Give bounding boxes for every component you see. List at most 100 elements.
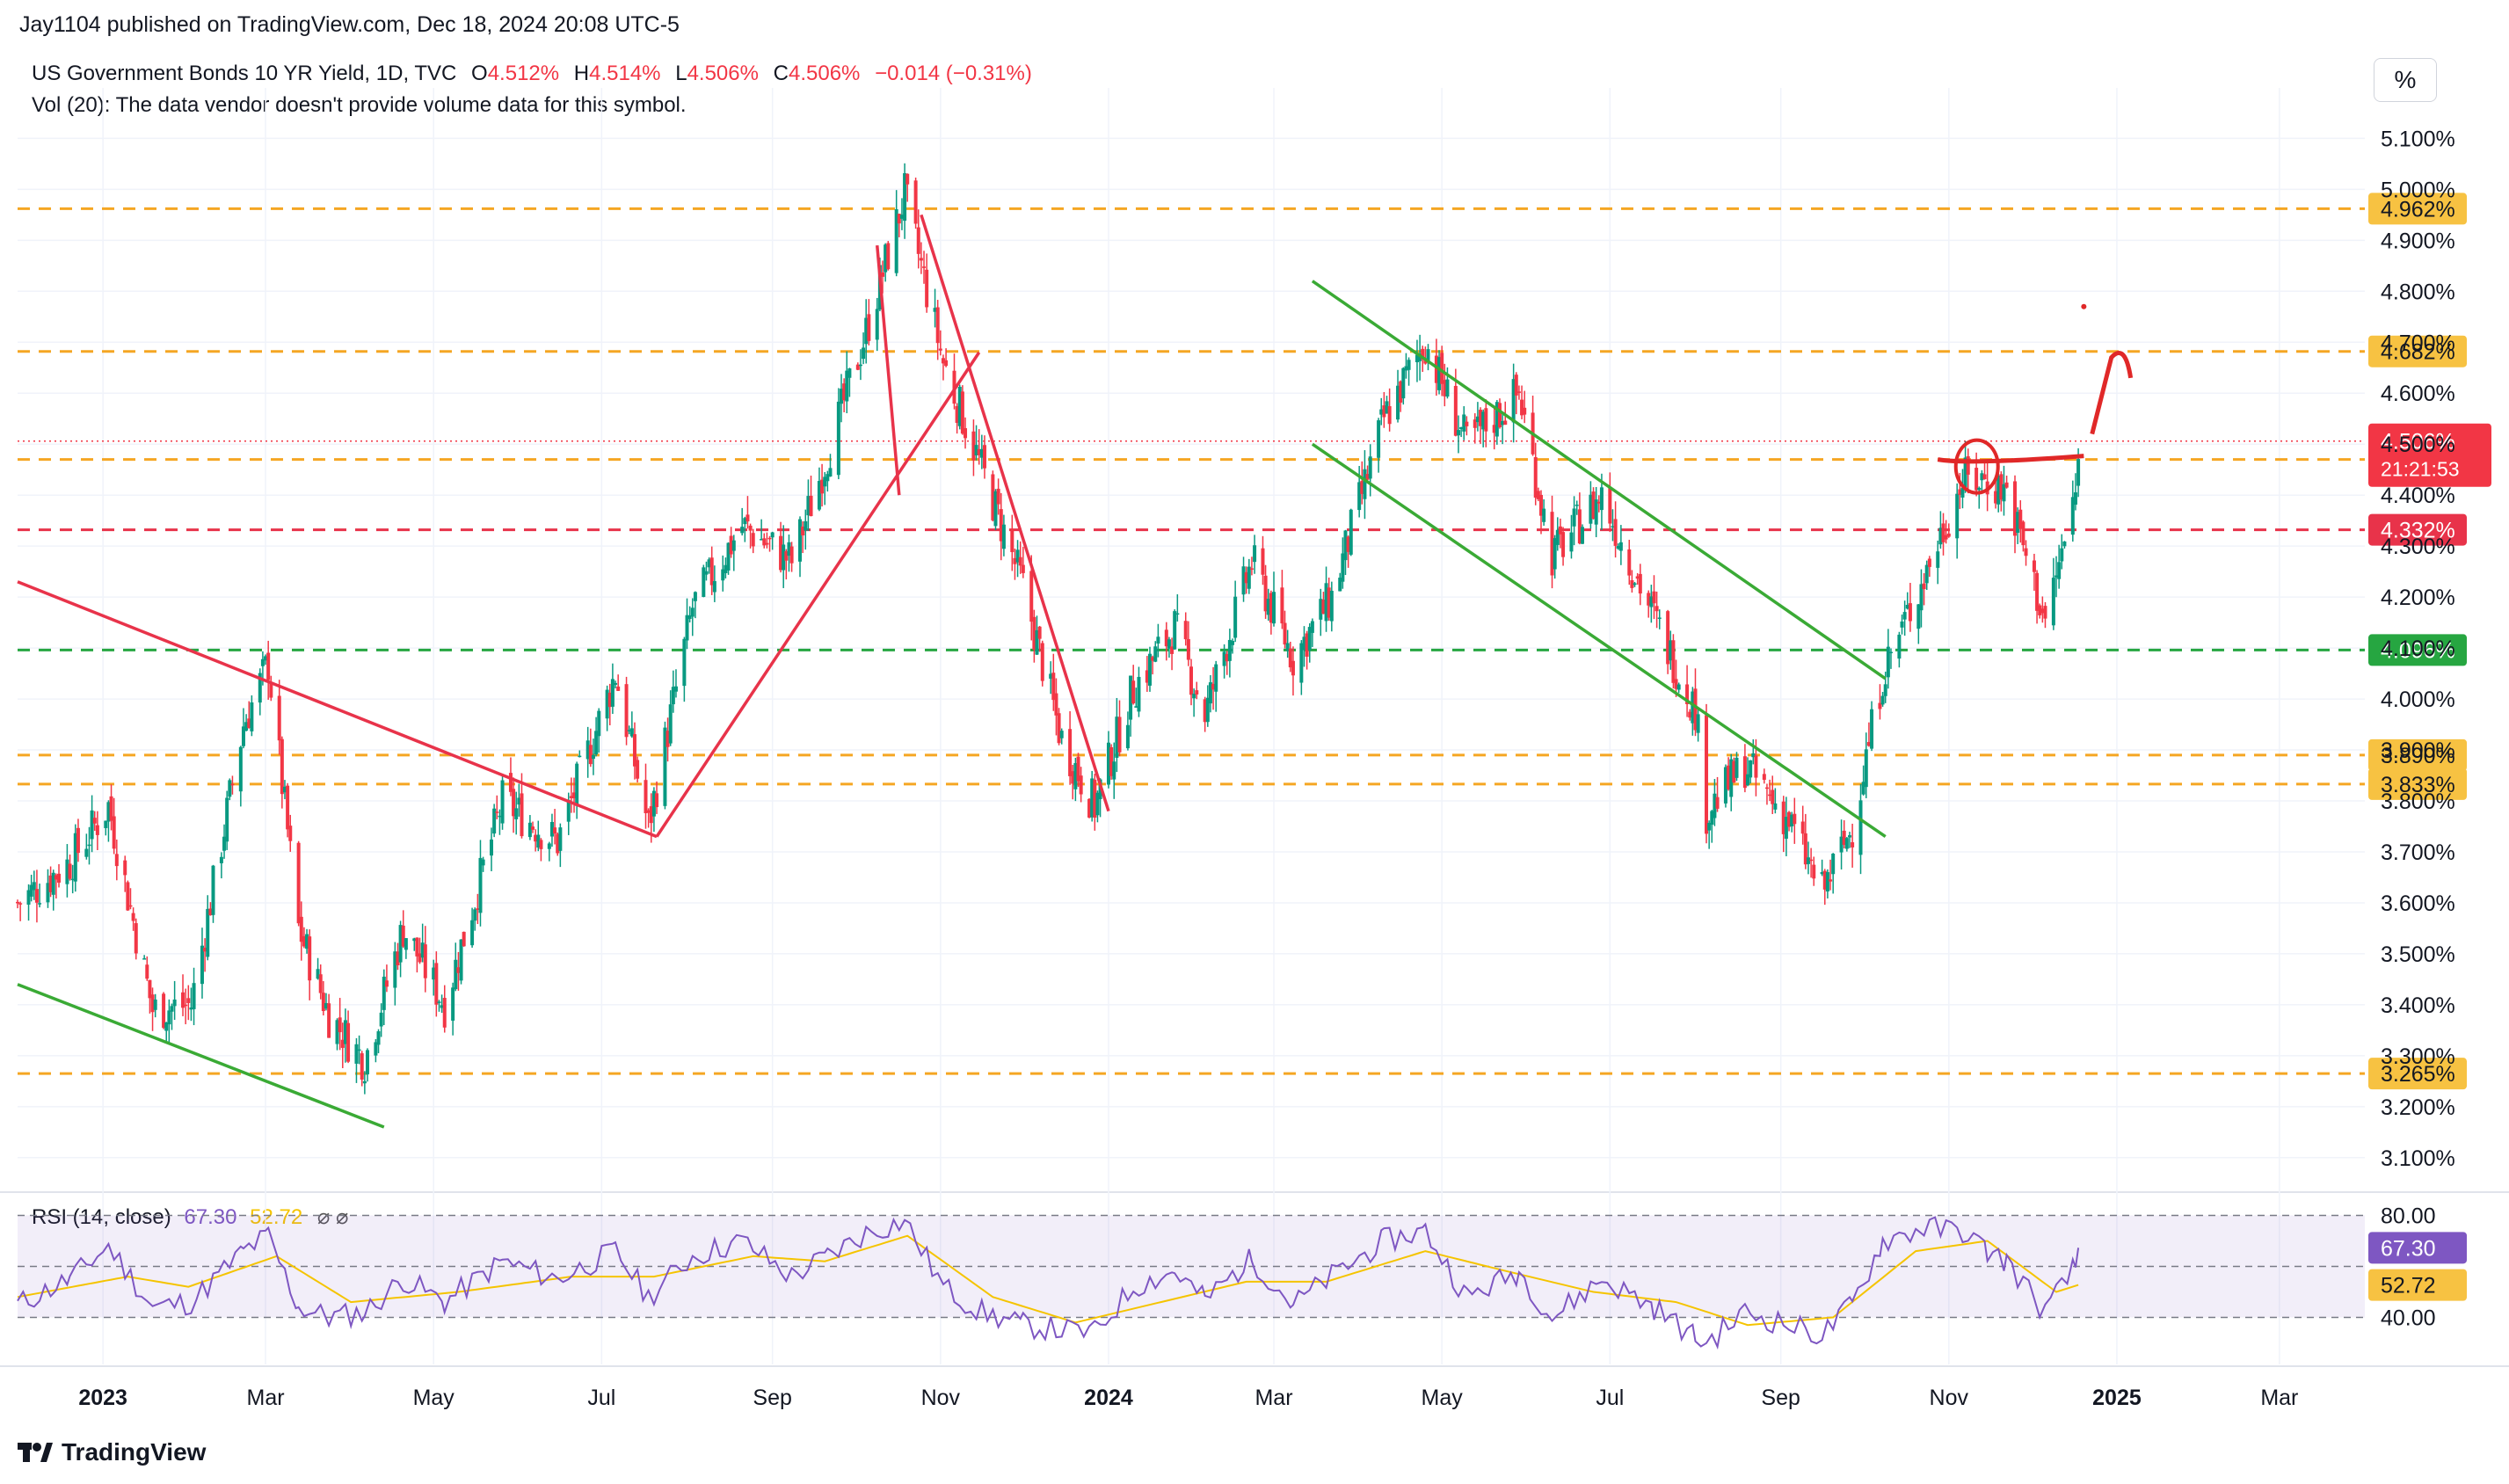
candle-body bbox=[142, 958, 147, 960]
candle-body bbox=[1980, 473, 1984, 481]
candle-body bbox=[238, 746, 243, 792]
candle-body bbox=[384, 980, 389, 987]
candle-body bbox=[90, 810, 94, 840]
open-key: O bbox=[471, 62, 488, 85]
change-value: −0.014 (−0.31%) bbox=[875, 62, 1032, 85]
candle-body bbox=[1368, 456, 1372, 479]
candle-body bbox=[1090, 778, 1095, 818]
candle-body bbox=[376, 1031, 381, 1045]
candle-body bbox=[1453, 385, 1458, 436]
candle-body bbox=[1941, 523, 1945, 542]
candle-body bbox=[673, 686, 678, 692]
candle-body bbox=[318, 974, 323, 993]
candle-body bbox=[627, 730, 631, 731]
candle-body bbox=[470, 920, 475, 946]
candle-body bbox=[1227, 639, 1232, 661]
candle-body bbox=[709, 557, 714, 586]
candle-body bbox=[1018, 556, 1022, 566]
candle-body bbox=[1723, 767, 1727, 804]
candle-body bbox=[1536, 491, 1540, 499]
candle-body bbox=[1404, 366, 1408, 371]
candle-body bbox=[933, 308, 937, 312]
candle-body bbox=[1473, 419, 1477, 428]
candle-body bbox=[804, 520, 808, 531]
candle-body bbox=[1847, 835, 1851, 838]
candle-body bbox=[1764, 787, 1769, 789]
candle-body bbox=[1346, 536, 1350, 552]
candle-body bbox=[549, 821, 554, 837]
candle-body bbox=[1247, 566, 1251, 589]
tradingview-brand[interactable]: TradingView bbox=[18, 1438, 206, 1466]
candle-body bbox=[547, 843, 551, 849]
countdown-label: 21:21:53 bbox=[2381, 458, 2460, 481]
candle-body bbox=[855, 364, 860, 370]
candle-body bbox=[260, 658, 265, 666]
candle-body bbox=[1638, 573, 1642, 594]
candle-body bbox=[437, 1001, 441, 1003]
candle-body bbox=[520, 793, 524, 837]
symbol-title[interactable]: US Government Bonds 10 YR Yield, 1D, TVC bbox=[32, 62, 457, 85]
candle-body bbox=[1186, 638, 1190, 660]
rsi-label[interactable]: RSI (14, close) bbox=[32, 1205, 171, 1229]
y-tick-label: 4.100% bbox=[2381, 637, 2455, 661]
candle-body bbox=[2002, 484, 2006, 502]
candle-body bbox=[440, 1005, 444, 1008]
candle-body bbox=[222, 836, 227, 851]
level-badge bbox=[2368, 193, 2467, 225]
candle-body bbox=[299, 916, 303, 942]
candle-body bbox=[104, 820, 108, 828]
candle-body bbox=[993, 491, 998, 527]
candle-body bbox=[16, 901, 19, 904]
candle-body bbox=[473, 909, 477, 921]
tradingview-logo-icon bbox=[18, 1441, 53, 1464]
x-tick-label: Mar bbox=[2260, 1386, 2298, 1410]
candle-body bbox=[1812, 864, 1816, 879]
candle-body bbox=[305, 934, 309, 949]
candle-body bbox=[1032, 616, 1036, 650]
candle-body bbox=[219, 856, 223, 863]
candle-body bbox=[1117, 717, 1122, 753]
candle-body bbox=[1803, 833, 1807, 865]
candle-body bbox=[726, 542, 731, 571]
candle-body bbox=[731, 540, 736, 551]
chart-grid bbox=[0, 88, 2509, 1367]
candle-body bbox=[668, 704, 673, 744]
candle-body bbox=[1790, 814, 1794, 826]
candle-body bbox=[828, 468, 833, 476]
candle-body bbox=[1076, 756, 1080, 782]
candle-body bbox=[1864, 749, 1868, 788]
rsi-visibility-icons[interactable]: ⌀ ⌀ bbox=[316, 1205, 349, 1229]
candle-body bbox=[1596, 501, 1601, 504]
candle-body bbox=[1768, 794, 1772, 797]
candle-body bbox=[1666, 611, 1670, 665]
candle-body bbox=[1241, 566, 1246, 595]
candle-body bbox=[842, 383, 847, 401]
candle-body bbox=[1647, 593, 1651, 606]
candle-body bbox=[1321, 600, 1326, 615]
candle-body bbox=[1800, 821, 1805, 834]
x-tick-label: May bbox=[413, 1386, 455, 1410]
time-axis: 2023 Mar May Jul Sep Nov 2024 Mar May Jul Sep Nov 20… bbox=[78, 1386, 2298, 1410]
rsi-pane: 80.00 40.00 67.30 52.72 bbox=[17, 1204, 2467, 1350]
publisher-line: Jay1104 published on TradingView.com, De… bbox=[19, 12, 680, 37]
candle-body bbox=[1319, 599, 1323, 620]
level-label: 4.332% bbox=[2381, 519, 2455, 543]
candle-body bbox=[153, 999, 157, 1010]
candle-body bbox=[1999, 474, 2004, 500]
candle-body bbox=[862, 347, 866, 360]
candle-body bbox=[789, 546, 794, 564]
candle-body bbox=[1462, 414, 1466, 432]
y-tick-label: 4.500% bbox=[2381, 433, 2455, 457]
candle-body bbox=[1379, 409, 1384, 415]
percent-scale-button[interactable]: % bbox=[2374, 58, 2437, 102]
candle-body bbox=[1944, 535, 1948, 540]
candle-body bbox=[1087, 798, 1092, 818]
candle-body bbox=[704, 571, 709, 575]
candle-body bbox=[324, 1003, 328, 1009]
candle-body bbox=[338, 1017, 342, 1033]
candle-body bbox=[607, 692, 612, 708]
candle-body bbox=[264, 656, 268, 661]
candle-body bbox=[1156, 637, 1160, 644]
candle-body bbox=[721, 569, 725, 581]
